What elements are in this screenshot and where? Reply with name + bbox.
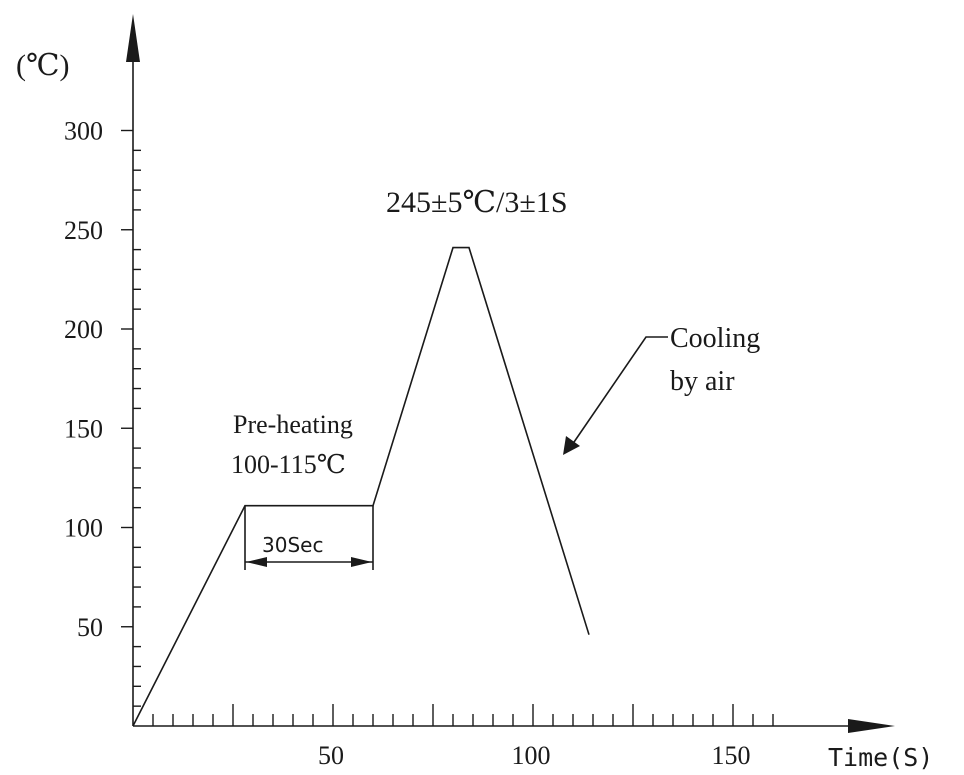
y-axis-label: (℃) (16, 49, 70, 82)
cooling-leader-line (571, 336, 668, 446)
cooling-annotation-line2: by air (670, 366, 735, 397)
cooling-annotation-line1: Cooling (670, 323, 760, 354)
x-axis-label: Time(S) (828, 743, 933, 772)
preheat-annotation-line2: 100-115℃ (231, 450, 346, 479)
x-tick-label: 150 (712, 741, 751, 770)
duration-annotation: 30Sec (262, 533, 323, 557)
y-axis-tick-labels: 50 100 150 200 250 300 (64, 117, 103, 642)
peak-annotation: 245±5℃/3±1S (386, 186, 568, 219)
series-line (132, 246, 590, 727)
y-tick-label: 300 (64, 117, 103, 146)
x-tick-label: 50 (318, 741, 344, 770)
preheat-annotation-line1: Pre-heating (233, 410, 353, 439)
x-axis-ticks (152, 704, 774, 726)
x-tick-label: 100 (512, 741, 551, 770)
y-axis-ticks (121, 129, 141, 707)
y-tick-label: 100 (64, 514, 103, 543)
duration-arrow-right-icon (351, 557, 372, 567)
duration-arrow-left-icon (246, 557, 267, 567)
x-axis-tick-labels: 50 100 150 (318, 741, 751, 770)
y-tick-label: 250 (64, 216, 103, 245)
y-tick-label: 200 (64, 315, 103, 344)
x-axis-arrow-icon (848, 719, 895, 733)
y-tick-label: 50 (77, 613, 103, 642)
y-axis-arrow-icon (126, 14, 140, 62)
cooling-arrow-icon (563, 436, 580, 455)
y-tick-label: 150 (64, 414, 103, 443)
